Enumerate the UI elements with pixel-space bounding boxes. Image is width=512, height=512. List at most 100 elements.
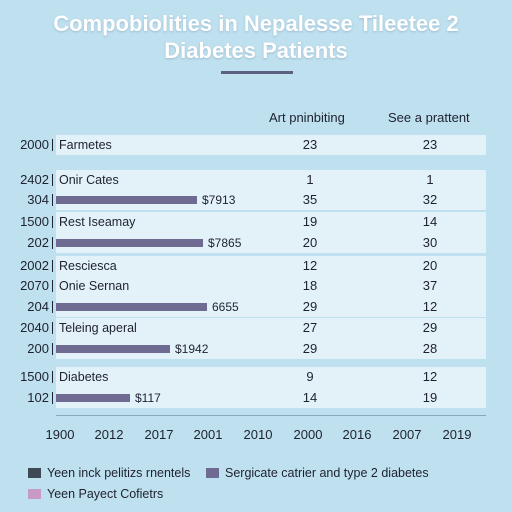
row-value-col2: 12: [422, 299, 438, 314]
row-label: Rest Iseamay: [59, 215, 136, 229]
row-tick: [52, 237, 53, 249]
row-tick: [52, 139, 53, 151]
column-header-1: Art pninbiting: [269, 110, 345, 125]
row-tick: [52, 216, 53, 228]
row-year: 1500: [20, 369, 49, 384]
table-row: 1500 Diabetes 9 12: [0, 367, 512, 387]
legend-swatch-2: [206, 468, 219, 478]
row-value-col1: 19: [302, 214, 318, 229]
row-year: 202: [27, 235, 49, 250]
legend-label-3: Yeen Payect Cofietrs: [47, 487, 164, 501]
row-value-col2: 32: [422, 192, 438, 207]
table-row: 2040 Teleing aperal 27 29: [0, 318, 512, 338]
x-tick-label: 2019: [442, 427, 472, 442]
table-row: 2002 Resciesca 12 20: [0, 256, 512, 276]
table-row: 2070 Onie Sernan 18 37: [0, 276, 512, 296]
row-year: 1500: [20, 214, 49, 229]
row-value-col1: 35: [302, 192, 318, 207]
table-row: 304 $7913 35 32: [0, 190, 512, 210]
chart-title-line-1: Compobiolities in Nepalesse Tileetee 2: [53, 11, 459, 36]
row-value-col1: 1: [306, 172, 314, 187]
x-tick-label: 2016: [342, 427, 372, 442]
row-tick: [52, 174, 53, 186]
legend-swatch-3: [28, 489, 41, 499]
legend-item-3: Yeen Payect Cofietrs: [28, 487, 163, 501]
row-label: Resciesca: [59, 259, 117, 273]
row-label: Onie Sernan: [59, 279, 130, 293]
row-tick: [52, 194, 53, 206]
row-tick: [52, 280, 53, 292]
row-value-col2: 12: [422, 369, 438, 384]
row-band: [56, 256, 486, 276]
row-tick: [52, 371, 53, 383]
row-tick: [52, 392, 53, 404]
legend-item-2: Sergicate catrier and type 2 diabetes: [206, 466, 429, 480]
x-tick-label: 2000: [293, 427, 323, 442]
table-row: 2000 Farmetes 23 23: [0, 135, 512, 155]
legend-swatch-1: [28, 468, 41, 478]
row-bar-label: $1942: [175, 342, 209, 356]
row-tick: [52, 260, 53, 272]
chart-title: Compobiolities in Nepalesse Tileetee 2 D…: [0, 10, 512, 64]
row-bar: [56, 394, 130, 402]
table-row: 102 $117 14 19: [0, 388, 512, 408]
x-tick-label: 2017: [144, 427, 174, 442]
row-value-col2: 20: [422, 258, 438, 273]
row-value-col1: 23: [302, 137, 318, 152]
row-year: 2070: [20, 278, 49, 293]
row-bar-label: $117: [135, 391, 161, 405]
table-row: 1500 Rest Iseamay 19 14: [0, 212, 512, 232]
x-tick-label: 2012: [94, 427, 124, 442]
row-year: 102: [27, 390, 49, 405]
legend-label-2: Sergicate catrier and type 2 diabetes: [225, 466, 429, 480]
row-year: 200: [27, 341, 49, 356]
column-header-2: See a prattent: [388, 110, 470, 125]
x-tick-label: 2001: [193, 427, 223, 442]
legend-label-1: Yeen inck pelitizs rnentels: [47, 466, 191, 480]
row-value-col1: 27: [302, 320, 318, 335]
row-bar-label: $7865: [208, 236, 242, 250]
row-year: 2040: [20, 320, 49, 335]
table-row: 202 $7865 20 30: [0, 233, 512, 253]
row-value-col1: 12: [302, 258, 318, 273]
row-value-col2: 37: [422, 278, 438, 293]
row-label: Diabetes: [59, 370, 109, 384]
x-tick-label: 2010: [243, 427, 273, 442]
row-bar-label: 6655: [212, 300, 239, 314]
row-value-col2: 1: [426, 172, 434, 187]
row-value-col1: 29: [302, 341, 318, 356]
table-row: 200 $1942 29 28: [0, 339, 512, 359]
row-value-col2: 29: [422, 320, 438, 335]
row-band: [56, 135, 486, 155]
row-year: 2402: [20, 172, 49, 187]
row-bar: [56, 345, 170, 353]
row-label: Onir Cates: [59, 173, 119, 187]
table-row: 2402 Onir Cates 1 1: [0, 170, 512, 190]
legend-item-1: Yeen inck pelitizs rnentels: [28, 466, 190, 480]
row-value-col1: 14: [302, 390, 318, 405]
row-value-col2: 14: [422, 214, 438, 229]
row-value-col2: 30: [422, 235, 438, 250]
row-value-col1: 29: [302, 299, 318, 314]
row-bar: [56, 239, 203, 247]
row-value-col1: 20: [302, 235, 318, 250]
row-value-col1: 9: [306, 369, 314, 384]
row-year: 204: [27, 299, 49, 314]
row-label: Farmetes: [59, 138, 112, 152]
row-tick: [52, 343, 53, 355]
x-tick-label: 2007: [392, 427, 422, 442]
row-value-col2: 23: [422, 137, 438, 152]
table-row: 204 6655 29 12: [0, 297, 512, 317]
x-axis-line: [56, 415, 486, 416]
row-bar: [56, 303, 207, 311]
chart-title-line-2: Diabetes Patients: [164, 38, 348, 63]
row-bar-label: $7913: [202, 193, 236, 207]
row-value-col1: 18: [302, 278, 318, 293]
row-year: 304: [27, 192, 49, 207]
row-tick: [52, 322, 53, 334]
row-year: 2002: [20, 258, 49, 273]
row-value-col2: 19: [422, 390, 438, 405]
row-value-col2: 28: [422, 341, 438, 356]
title-underline: [221, 71, 293, 74]
row-tick: [52, 301, 53, 313]
